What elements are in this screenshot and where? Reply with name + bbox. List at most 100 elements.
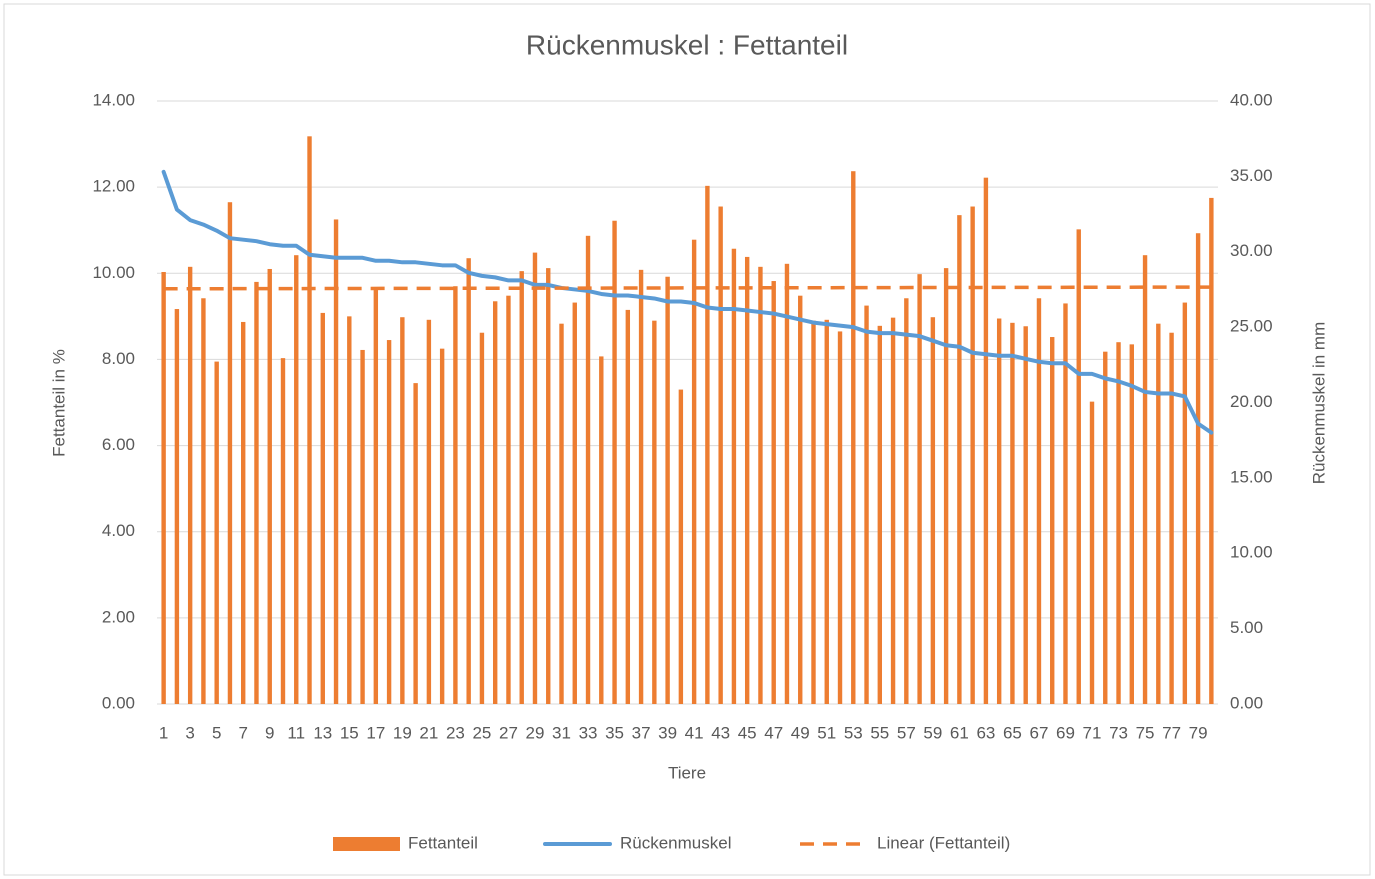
legend-label: Linear (Fettanteil) — [877, 833, 1010, 852]
bar — [400, 317, 405, 704]
bar — [320, 312, 325, 704]
bar — [161, 271, 166, 704]
bar — [652, 320, 657, 704]
y2-tick-label: 15.00 — [1230, 467, 1273, 486]
x-tick-label: 75 — [1136, 723, 1155, 742]
x-tick-label: 79 — [1189, 723, 1208, 742]
bar — [943, 268, 949, 704]
bar — [612, 220, 617, 704]
bar — [479, 332, 485, 704]
x-tick-label: 59 — [923, 723, 942, 742]
bar — [546, 268, 551, 704]
x-tick-label: 45 — [738, 723, 757, 742]
bar — [280, 358, 286, 704]
bar — [983, 177, 989, 705]
trendline — [163, 285, 1212, 291]
bar — [638, 269, 644, 704]
bar — [373, 288, 379, 704]
bar — [599, 356, 604, 704]
bar — [1023, 326, 1028, 704]
bar — [957, 215, 962, 704]
y2-tick-label: 20.00 — [1230, 392, 1273, 411]
bar — [572, 302, 577, 704]
bar — [1142, 255, 1148, 704]
y2-tick-label: 10.00 — [1230, 543, 1273, 562]
bar — [227, 202, 233, 705]
x-tick-label: 43 — [711, 723, 730, 742]
bar — [1010, 322, 1015, 704]
y-tick-label: 10.00 — [92, 263, 135, 282]
y2-tick-label: 30.00 — [1230, 241, 1273, 260]
bar — [970, 206, 975, 704]
bar — [360, 349, 365, 704]
bar — [1156, 323, 1161, 704]
bar — [798, 295, 803, 704]
x-tick-label: 13 — [313, 723, 332, 742]
x-tick-label: 63 — [976, 723, 995, 742]
bar — [519, 271, 524, 704]
x-tick-label: 65 — [1003, 723, 1022, 742]
y2-tick-label: 5.00 — [1230, 618, 1263, 637]
bar — [744, 256, 750, 704]
y-tick-label: 2.00 — [102, 607, 135, 626]
bar — [1050, 337, 1055, 704]
x-tick-label: 67 — [1029, 723, 1048, 742]
y-tick-label: 6.00 — [102, 435, 135, 454]
bar — [864, 305, 869, 704]
bar — [559, 323, 564, 704]
bar — [1089, 401, 1095, 704]
bar — [625, 309, 631, 704]
bar — [758, 266, 763, 704]
y2-tick-label: 0.00 — [1230, 693, 1263, 712]
y2-tick-label: 35.00 — [1230, 166, 1273, 185]
bar — [665, 276, 670, 704]
bar — [426, 319, 432, 704]
x-tick-label: 49 — [791, 723, 810, 742]
bar — [1169, 332, 1174, 704]
bar — [1182, 302, 1188, 704]
chart-frame — [3, 3, 1371, 876]
x-tick-label: 35 — [605, 723, 624, 742]
legend-swatch — [333, 837, 400, 851]
bar — [413, 383, 418, 704]
x-tick-label: 9 — [265, 723, 274, 742]
bar — [585, 235, 591, 704]
y-axis-title: Fettanteil in % — [49, 349, 68, 457]
y2-axis-title: Rückenmuskel in mm — [1309, 322, 1328, 485]
x-tick-label: 73 — [1109, 723, 1128, 742]
bar — [347, 316, 352, 704]
bar — [386, 340, 392, 704]
x-tick-label: 37 — [632, 723, 651, 742]
bar — [731, 248, 737, 705]
x-tick-label: 23 — [446, 723, 465, 742]
bar — [453, 286, 458, 704]
bar — [824, 319, 829, 704]
x-tick-label: 33 — [579, 723, 598, 742]
bar — [784, 263, 790, 704]
bar — [187, 266, 193, 704]
y-tick-label: 14.00 — [92, 90, 135, 109]
bar — [851, 171, 856, 704]
x-tick-label: 53 — [844, 723, 863, 742]
bar — [201, 298, 206, 704]
x-tick-label: 11 — [287, 723, 305, 742]
bar — [917, 274, 922, 704]
x-tick-label: 27 — [499, 723, 518, 742]
bar — [1195, 233, 1201, 704]
x-tick-label: 41 — [685, 723, 704, 742]
bar — [691, 239, 697, 704]
bar — [333, 219, 339, 705]
bar — [307, 136, 312, 704]
x-tick-label: 31 — [552, 723, 571, 742]
x-tick-label: 17 — [366, 723, 385, 742]
bar — [771, 281, 776, 704]
bar — [996, 318, 1002, 704]
x-tick-label: 25 — [472, 723, 491, 742]
y2-tick-label: 40.00 — [1230, 90, 1273, 109]
x-tick-label: 57 — [897, 723, 916, 742]
x-tick-label: 19 — [393, 723, 412, 742]
x-tick-label: 61 — [950, 723, 969, 742]
bar — [678, 389, 684, 704]
bar — [439, 348, 445, 704]
